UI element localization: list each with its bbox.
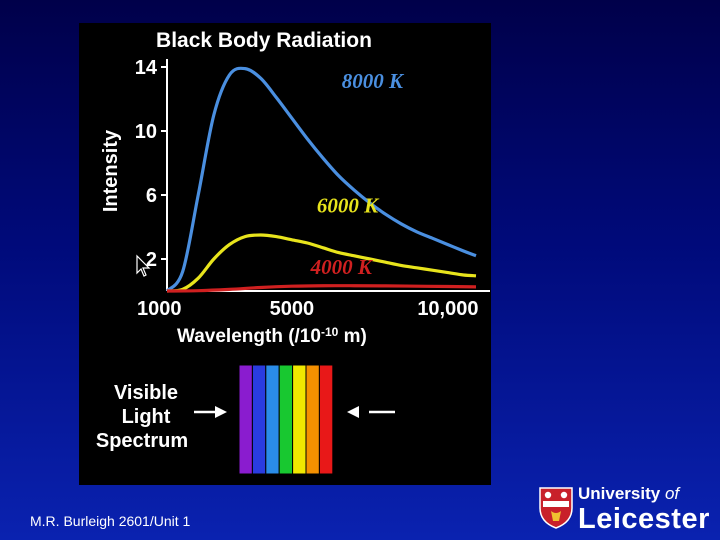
x-axis-label-end: m) [338, 326, 367, 347]
cursor-pointer-icon [136, 254, 151, 277]
series-label-1: 6000 K [317, 194, 380, 218]
chart-title: Black Body Radiation [156, 29, 372, 52]
spectrum-band-5 [305, 364, 320, 475]
y-tick-label-0: 2 [146, 249, 157, 271]
black-body-figure: 2 6 10 14 1000 5000 10,000 8000 K 6000 K 4000 K B… [79, 23, 491, 485]
series-label-2: 4000 K [310, 255, 374, 279]
university-name: University of Leicester [578, 484, 710, 534]
series-line-0 [165, 66, 477, 293]
visible-spectrum-label: Visible Light Spectrum [96, 382, 188, 452]
y-tick-label-2: 10 [135, 121, 157, 143]
black-body-chart: 2 6 10 14 1000 5000 10,000 8000 K 6000 K 4000 K B… [96, 29, 490, 475]
x-axis-label-sup: -10 [321, 325, 339, 339]
of-word: of [664, 484, 680, 503]
y-tick-label-3: 14 [135, 57, 158, 79]
series-line-2 [166, 284, 477, 293]
right-arrow-icon [347, 406, 395, 418]
footer-credit: M.R. Burleigh 2601/Unit 1 [30, 513, 191, 529]
university-logo: University of Leicester [538, 484, 714, 534]
series-label-0: 8000 K [342, 69, 405, 93]
left-arrow-icon [194, 406, 227, 418]
y-axis-label: Intensity [100, 129, 122, 212]
x-axis-label: Wavelength (/10-10 m) [177, 325, 367, 347]
coat-of-arms-icon [539, 487, 573, 529]
spectrum-label-line-1: Visible [114, 382, 178, 404]
spectrum-band-0 [238, 364, 253, 475]
series-line-1 [166, 233, 477, 293]
spectrum-band-6 [318, 364, 334, 475]
x-tick-label-2: 10,000 [417, 298, 478, 320]
spectrum-band-4 [292, 364, 307, 475]
spectrum-bands [238, 364, 334, 475]
spectrum-label-line-2: Light [122, 406, 171, 428]
x-tick-label-1: 5000 [270, 298, 315, 320]
spectrum-band-2 [265, 364, 280, 475]
x-tick-label-0: 1000 [137, 298, 182, 320]
plot-area: 2 6 10 14 1000 5000 10,000 8000 K 6000 K 4000 K [135, 57, 490, 320]
spectrum-band-1 [251, 364, 267, 475]
spectrum-label-line-3: Spectrum [96, 430, 188, 452]
leicester-word: Leicester [578, 503, 710, 535]
y-tick-label-1: 6 [146, 185, 157, 207]
x-axis-label-main: Wavelength (/10 [177, 326, 321, 347]
university-line-1: University of [578, 484, 710, 504]
university-word: University [578, 484, 665, 503]
spectrum-band-3 [278, 364, 294, 475]
